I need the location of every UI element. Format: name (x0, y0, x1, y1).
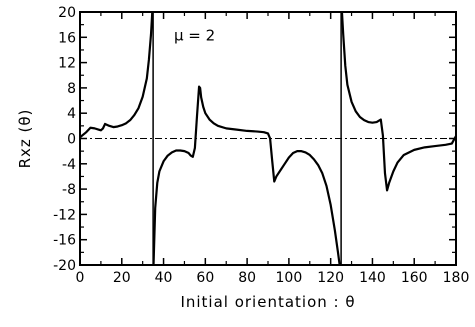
x-tick-label: 60 (196, 270, 214, 286)
y-tick-label: 4 (67, 106, 76, 122)
x-tick-label: 40 (155, 270, 173, 286)
x-tick-label: 120 (317, 270, 344, 286)
data-curve-segment (340, 11, 457, 192)
x-tick-label: 140 (359, 270, 386, 286)
x-tick-label: 100 (276, 270, 303, 286)
x-tick-label: 80 (238, 270, 256, 286)
y-tick-label: -8 (62, 182, 76, 198)
data-curve-segment (79, 11, 154, 139)
x-axis-title: Initial orientation : θ (180, 293, 355, 311)
x-tick-label: 20 (113, 270, 131, 286)
x-tick-label: 180 (443, 270, 470, 286)
y-axis-title: Rxz (θ) (16, 109, 34, 169)
x-tick-label: 160 (401, 270, 428, 286)
data-curve-segment (152, 85, 341, 266)
y-tick-label: 16 (58, 30, 76, 46)
y-tick-label: -20 (53, 258, 76, 274)
y-tick-label: -16 (53, 233, 76, 249)
y-tick-label: 12 (58, 56, 76, 72)
y-tick-label: 0 (67, 132, 76, 148)
y-tick-label: 8 (67, 81, 76, 97)
y-tick-label: -4 (62, 157, 76, 173)
mu-annotation: μ = 2 (174, 26, 215, 44)
y-tick-label: -12 (53, 207, 76, 223)
x-tick-label: 0 (76, 270, 85, 286)
y-tick-label: 20 (58, 5, 76, 21)
plot-frame (79, 11, 457, 266)
